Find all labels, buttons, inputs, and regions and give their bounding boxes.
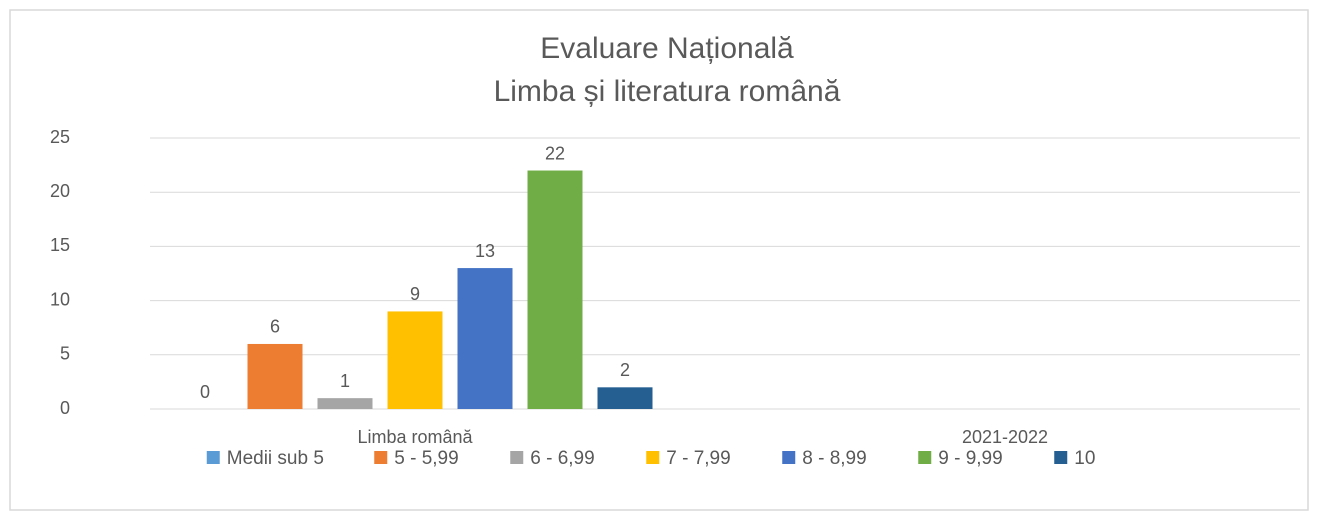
legend-label: Medii sub 5 xyxy=(227,448,324,469)
x-tick-label: 2021-2022 xyxy=(962,427,1048,447)
y-tick-label: 5 xyxy=(60,344,70,364)
y-tick-label: 15 xyxy=(50,235,70,255)
bar xyxy=(527,170,583,409)
legend-swatch xyxy=(918,451,932,464)
bar xyxy=(597,387,653,409)
data-label: 2 xyxy=(620,360,630,380)
legend-label: 6 - 6,99 xyxy=(530,448,594,469)
data-label: 1 xyxy=(340,371,350,391)
legend-swatch xyxy=(510,451,524,464)
legend-swatch xyxy=(1054,451,1068,464)
legend-label: 9 - 9,99 xyxy=(938,448,1002,469)
y-tick-label: 0 xyxy=(60,398,70,418)
legend-label: 5 - 5,99 xyxy=(394,448,458,469)
x-tick-label: Limba română xyxy=(357,427,473,447)
bar xyxy=(317,398,373,409)
legend-swatch xyxy=(206,451,220,464)
legend-swatch xyxy=(782,451,796,464)
data-label: 13 xyxy=(475,241,495,261)
bar xyxy=(457,268,513,409)
data-label: 6 xyxy=(270,317,280,337)
legend-label: 10 xyxy=(1074,448,1095,469)
legend-swatch xyxy=(646,451,660,464)
y-tick-label: 20 xyxy=(50,181,70,201)
y-tick-label: 25 xyxy=(50,127,70,147)
data-label: 22 xyxy=(545,143,565,163)
chart-title: Limba și literatura română xyxy=(494,75,841,108)
legend-label: 7 - 7,99 xyxy=(666,448,730,469)
chart-frame xyxy=(9,9,1309,511)
chart-title: Evaluare Națională xyxy=(540,32,794,65)
y-tick-label: 10 xyxy=(50,289,70,309)
bar xyxy=(387,311,443,409)
data-label: 0 xyxy=(200,382,210,402)
legend-swatch xyxy=(374,451,388,464)
legend-label: 8 - 8,99 xyxy=(802,448,866,469)
data-label: 9 xyxy=(410,284,420,304)
bar xyxy=(247,343,303,409)
